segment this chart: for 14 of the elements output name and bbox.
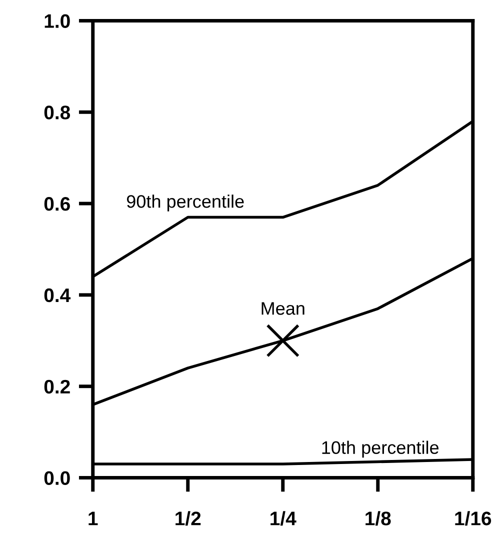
y-tick-label: 0.0: [44, 471, 70, 485]
y-tick-label: 0.4: [44, 288, 71, 302]
x-tick-label: 1/16: [455, 511, 492, 526]
x-tick-label: 1/8: [366, 511, 391, 526]
series-label: 90th percentile: [126, 194, 244, 212]
y-tick-label: 1.0: [44, 14, 70, 28]
annotation: Mean: [262, 302, 304, 315]
y-tick-label: 0.6: [44, 197, 70, 211]
y-tick-label: 0.2: [44, 380, 70, 394]
x-tick-label: 1: [88, 512, 98, 526]
y-tick-label: 0.8: [44, 106, 70, 120]
x-tick-label: 1/4: [270, 511, 296, 526]
series-label: 10th percentile: [322, 440, 439, 458]
x-tick-label: 1/2: [176, 511, 201, 526]
